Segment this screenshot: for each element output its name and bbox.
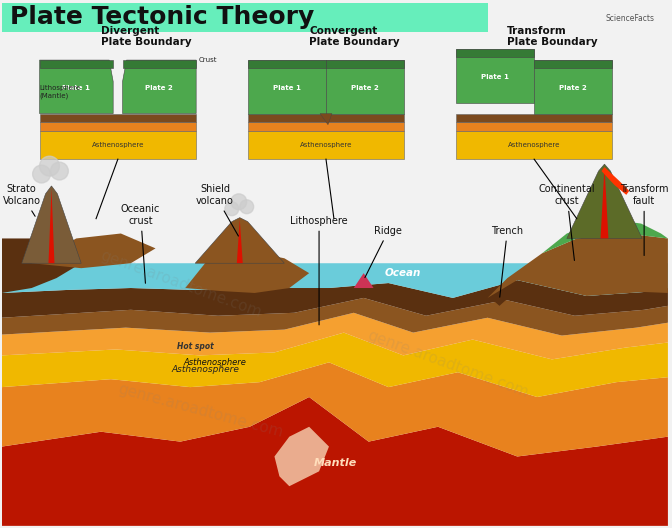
Text: Asthenosphere: Asthenosphere — [171, 365, 239, 374]
Circle shape — [225, 202, 239, 215]
Polygon shape — [122, 60, 196, 114]
Polygon shape — [185, 250, 309, 293]
Text: Strato
Volcano: Strato Volcano — [3, 184, 41, 216]
FancyBboxPatch shape — [248, 121, 405, 131]
Polygon shape — [22, 186, 81, 263]
FancyBboxPatch shape — [456, 114, 612, 121]
Polygon shape — [566, 164, 642, 239]
Circle shape — [240, 200, 253, 214]
Polygon shape — [601, 167, 629, 195]
Text: genre.aroadtome.com: genre.aroadtome.com — [365, 327, 531, 400]
Polygon shape — [2, 362, 668, 457]
FancyBboxPatch shape — [456, 131, 612, 159]
Text: Plate 2: Plate 2 — [351, 84, 379, 90]
FancyBboxPatch shape — [40, 114, 196, 121]
FancyBboxPatch shape — [534, 60, 612, 68]
FancyBboxPatch shape — [40, 131, 196, 159]
Text: Transform
fault: Transform fault — [620, 184, 669, 256]
Text: Plate Tectonic Theory: Plate Tectonic Theory — [10, 5, 314, 30]
Polygon shape — [491, 298, 508, 306]
Polygon shape — [320, 114, 332, 125]
Polygon shape — [353, 273, 374, 288]
Polygon shape — [542, 219, 668, 253]
FancyBboxPatch shape — [456, 49, 534, 58]
Polygon shape — [2, 298, 668, 336]
Polygon shape — [2, 397, 668, 526]
FancyBboxPatch shape — [248, 60, 326, 114]
Circle shape — [40, 156, 59, 176]
Polygon shape — [2, 239, 81, 293]
Polygon shape — [48, 189, 54, 263]
FancyBboxPatch shape — [456, 49, 534, 103]
Text: Shield
volcano: Shield volcano — [196, 184, 239, 236]
Text: Oceanic
crust: Oceanic crust — [121, 204, 161, 283]
Circle shape — [33, 165, 50, 183]
Text: genre.aroadtome.com: genre.aroadtome.com — [116, 381, 284, 440]
Polygon shape — [326, 60, 405, 68]
Text: Ridge: Ridge — [365, 225, 403, 278]
Text: ScienceFacts: ScienceFacts — [605, 14, 654, 23]
Text: Divergent
Plate Boundary: Divergent Plate Boundary — [101, 25, 192, 47]
FancyBboxPatch shape — [122, 60, 196, 68]
Text: Plate 1: Plate 1 — [481, 74, 509, 80]
Text: Asthenosphere: Asthenosphere — [183, 359, 247, 367]
Text: Trench: Trench — [491, 225, 523, 297]
Text: Continental
crust: Continental crust — [538, 184, 595, 260]
Text: Plate 2: Plate 2 — [146, 84, 173, 90]
Polygon shape — [488, 233, 668, 298]
Text: Plate 1: Plate 1 — [273, 84, 301, 90]
FancyBboxPatch shape — [2, 3, 488, 32]
Polygon shape — [40, 60, 113, 114]
FancyBboxPatch shape — [248, 114, 405, 121]
Text: Lithosphere
(Mantle): Lithosphere (Mantle) — [40, 85, 81, 99]
Polygon shape — [32, 233, 155, 268]
Polygon shape — [326, 60, 405, 114]
Polygon shape — [2, 280, 668, 318]
Polygon shape — [2, 313, 668, 360]
Polygon shape — [195, 218, 284, 263]
FancyBboxPatch shape — [248, 131, 405, 159]
Text: Asthenosphere: Asthenosphere — [300, 143, 352, 148]
Text: Asthenosphere: Asthenosphere — [91, 143, 144, 148]
Polygon shape — [601, 167, 608, 239]
Text: Hot spot: Hot spot — [177, 343, 214, 352]
Polygon shape — [274, 427, 329, 486]
FancyBboxPatch shape — [40, 60, 113, 68]
FancyBboxPatch shape — [248, 60, 326, 68]
Text: Plate 2: Plate 2 — [559, 84, 587, 90]
Circle shape — [50, 162, 69, 180]
Text: Lithosphere: Lithosphere — [290, 215, 348, 325]
Text: Convergent
Plate Boundary: Convergent Plate Boundary — [309, 25, 400, 47]
FancyBboxPatch shape — [534, 60, 612, 114]
Text: Crust: Crust — [199, 57, 217, 63]
Text: genre.aroadtome.com: genre.aroadtome.com — [97, 248, 263, 320]
FancyBboxPatch shape — [456, 121, 612, 131]
Circle shape — [231, 194, 247, 210]
Text: Transform
Plate Boundary: Transform Plate Boundary — [507, 25, 598, 47]
Text: Mantle: Mantle — [313, 458, 357, 468]
Text: Plate 1: Plate 1 — [62, 84, 90, 90]
Text: Ocean: Ocean — [385, 268, 421, 278]
Polygon shape — [2, 333, 668, 397]
Polygon shape — [237, 220, 243, 263]
Polygon shape — [2, 263, 668, 298]
Text: Asthenosphere: Asthenosphere — [508, 143, 560, 148]
FancyBboxPatch shape — [40, 121, 196, 131]
